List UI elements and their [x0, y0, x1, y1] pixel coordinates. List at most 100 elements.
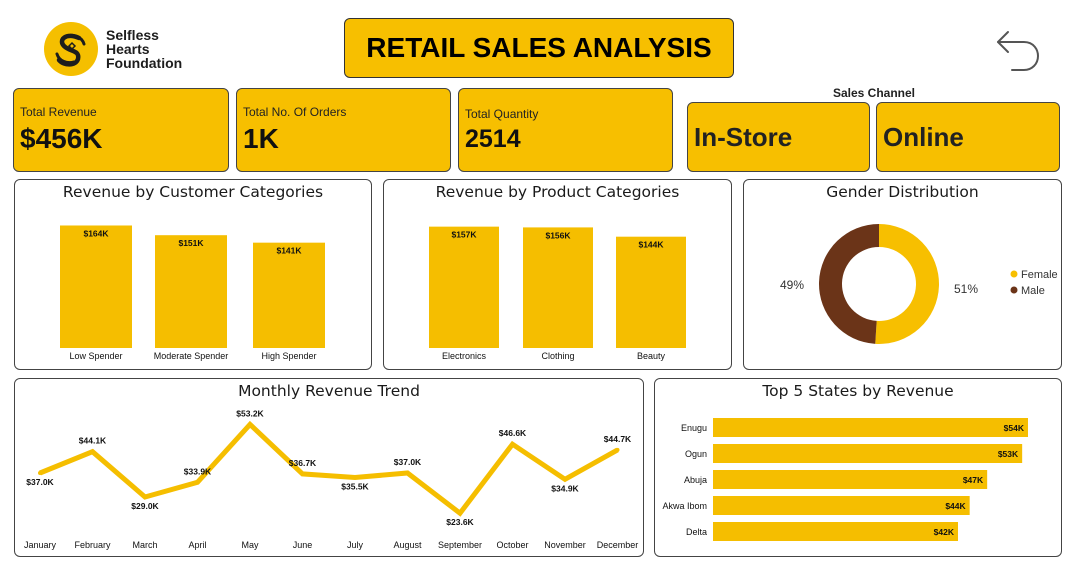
- data-label: $34.9K: [551, 483, 579, 493]
- data-point: [143, 495, 147, 499]
- back-button[interactable]: [988, 20, 1044, 76]
- monthly-line-chart: $37.0K January $44.1K February $29.0K March $3…: [24, 408, 639, 550]
- data-label: $44K: [945, 501, 966, 511]
- kpi-total-revenue: Total Revenue $456K: [13, 88, 229, 172]
- x-tick-label: February: [74, 540, 111, 550]
- org-logo: Selfless Hearts Foundation: [44, 22, 204, 76]
- category-label: Enugu: [681, 423, 707, 433]
- category-label: Beauty: [637, 351, 666, 361]
- legend-label: Female: [1021, 269, 1058, 281]
- x-tick-label: April: [188, 540, 206, 550]
- gender-donut-chart: 51% 49% Female Male: [780, 224, 1058, 344]
- logo-emblem-icon: [44, 22, 98, 76]
- data-label: $37.0K: [26, 477, 54, 487]
- org-name-line3: Foundation: [106, 55, 183, 71]
- bar: [713, 470, 988, 489]
- data-label: $156K: [545, 230, 571, 240]
- channel-option-in-store[interactable]: In-Store: [687, 102, 870, 172]
- data-point: [405, 471, 410, 475]
- org-name: Selfless Hearts Foundation: [106, 28, 182, 70]
- back-arrow-icon: [997, 31, 1040, 71]
- org-name-line1: Selfless: [106, 27, 159, 43]
- chart-title: Top 5 States by Revenue: [762, 382, 954, 400]
- org-name-line2: Hearts: [106, 41, 150, 57]
- kpi-value: 1K: [243, 123, 279, 154]
- data-label: $46.6K: [499, 428, 527, 438]
- data-point: [615, 447, 620, 452]
- bar: [429, 226, 499, 348]
- data-label: $37.0K: [394, 457, 422, 467]
- chart-revenue-by-customer-categories: Revenue by Customer Categories $164K Low …: [14, 179, 372, 370]
- legend-marker: [1010, 270, 1018, 278]
- kpi-total-orders: Total No. Of Orders 1K: [236, 88, 451, 172]
- kpi-label: Total Revenue: [20, 105, 97, 119]
- x-tick-label: December: [597, 540, 639, 550]
- data-label: $44.7K: [604, 434, 632, 444]
- channel-option-label: In-Store: [694, 121, 793, 152]
- chart-top-5-states: Top 5 States by Revenue Enugu $54K Ogun $53…: [654, 378, 1062, 557]
- data-label: $164K: [83, 228, 109, 238]
- legend-label: Male: [1021, 285, 1045, 297]
- data-label: $44.1K: [79, 436, 107, 446]
- bar: [713, 418, 1028, 437]
- data-label: $53K: [998, 449, 1019, 459]
- category-label: Abuja: [684, 475, 707, 485]
- data-point: [248, 422, 252, 427]
- x-tick-label: October: [496, 540, 528, 550]
- category-label: Clothing: [541, 351, 574, 361]
- bar: [713, 444, 1023, 463]
- x-tick-label: July: [347, 540, 364, 550]
- revenue-line: [39, 420, 619, 517]
- category-label: Delta: [686, 527, 707, 537]
- bar: [60, 225, 132, 348]
- category-label: Electronics: [442, 351, 487, 361]
- data-point: [300, 471, 305, 476]
- category-label: Ogun: [685, 449, 707, 459]
- data-label: $33.9K: [184, 466, 212, 476]
- bar: [523, 227, 593, 348]
- data-label: $42K: [934, 527, 955, 537]
- dashboard-title: RETAIL SALES ANALYSIS: [366, 32, 712, 63]
- customer-bar-chart: $164K Low Spender $151K Moderate Spender $14…: [60, 225, 325, 361]
- data-label: $157K: [451, 230, 477, 240]
- data-label: $141K: [276, 246, 302, 256]
- kpi-label: Total Quantity: [465, 107, 539, 121]
- kpi-value: $456K: [20, 123, 103, 154]
- chart-title: Revenue by Customer Categories: [62, 183, 324, 201]
- data-point: [563, 477, 567, 482]
- data-label: $144K: [638, 240, 664, 250]
- sales-channel-title: Sales Channel: [832, 86, 916, 100]
- data-label: $54K: [1004, 423, 1025, 433]
- data-point: [90, 449, 95, 454]
- data-point: [353, 475, 357, 480]
- data-label: $35.5K: [341, 482, 369, 492]
- category-label: Low Spender: [69, 351, 122, 361]
- slice-label: 49%: [780, 278, 804, 292]
- x-tick-label: June: [293, 540, 313, 550]
- chart-monthly-revenue-trend: Monthly Revenue Trend $37.0K January $44.1…: [14, 378, 644, 557]
- data-label: $23.6K: [446, 517, 474, 527]
- chart-gender-distribution: Gender Distribution 51% 49% Female Male: [743, 179, 1062, 370]
- bar: [713, 496, 970, 515]
- chart-title: Revenue by Product Categories: [435, 183, 680, 201]
- category-label: Moderate Spender: [154, 351, 229, 361]
- dashboard-title-box: RETAIL SALES ANALYSIS: [344, 18, 734, 78]
- x-tick-label: September: [438, 540, 482, 550]
- x-tick-label: May: [241, 540, 259, 550]
- slice-label: 51%: [954, 282, 978, 296]
- data-label: $36.7K: [289, 458, 317, 468]
- kpi-label: Total No. Of Orders: [243, 105, 347, 119]
- kpi-total-quantity: Total Quantity 2514: [458, 88, 673, 172]
- x-tick-label: March: [132, 540, 157, 550]
- x-tick-label: January: [24, 540, 57, 550]
- chart-revenue-by-product-categories: Revenue by Product Categories $157K Elect…: [383, 179, 732, 370]
- x-tick-label: August: [393, 540, 422, 550]
- data-point: [458, 511, 462, 516]
- data-label: $151K: [178, 238, 204, 248]
- x-tick-label: November: [544, 540, 586, 550]
- data-label: $47K: [963, 475, 984, 485]
- data-label: $29.0K: [131, 501, 159, 511]
- bar: [253, 242, 325, 348]
- channel-option-online[interactable]: Online: [876, 102, 1060, 172]
- legend-marker: [1010, 286, 1018, 294]
